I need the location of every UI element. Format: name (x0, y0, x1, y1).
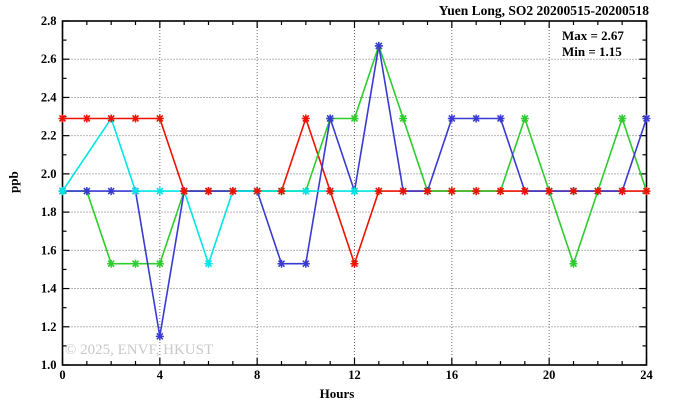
series-marker-20200515 (180, 187, 189, 196)
series-marker-20200517 (277, 259, 286, 268)
x-tick-label: 8 (254, 368, 260, 382)
x-tick-label: 20 (543, 368, 556, 382)
series-marker-20200515 (204, 187, 213, 196)
series-marker-20200515 (496, 187, 505, 196)
series-marker-20200515 (423, 187, 432, 196)
x-tick-label: 4 (157, 368, 164, 382)
y-tick-label: 2.6 (41, 52, 57, 66)
series-marker-20200517 (155, 332, 164, 341)
x-tick-label: 0 (59, 368, 65, 382)
series-marker-20200515 (58, 114, 67, 123)
series-marker-20200516 (155, 259, 164, 268)
x-axis-title: Hours (319, 386, 355, 401)
y-tick-label: 2.8 (41, 14, 57, 28)
x-tick-label: 24 (640, 368, 653, 382)
y-axis-title: ppb (6, 171, 21, 193)
stats-annotation: Max = 2.67 Min = 1.15 (562, 28, 624, 59)
x-tick-label: 12 (348, 368, 361, 382)
series-marker-20200515 (399, 187, 408, 196)
series-marker-20200515 (472, 187, 481, 196)
series-marker-20200515 (131, 114, 140, 123)
series-marker-20200516 (618, 114, 627, 123)
y-tick-label: 1.6 (41, 243, 57, 257)
series-marker-20200517 (107, 187, 116, 196)
series-marker-20200515 (374, 187, 383, 196)
series-marker-20200515 (107, 114, 116, 123)
series-marker-20200517 (447, 114, 456, 123)
series-marker-20200516 (520, 114, 529, 123)
max-value-label: Max = 2.67 (562, 28, 624, 43)
series-marker-20200515 (228, 187, 237, 196)
y-tick-label: 2.0 (41, 167, 57, 181)
series-marker-20200517 (642, 114, 651, 123)
series-marker-20200518 (204, 259, 213, 268)
y-tick-label: 2.2 (41, 129, 57, 143)
series-marker-20200515 (545, 187, 554, 196)
series-marker-20200515 (593, 187, 602, 196)
y-tick-label: 1.4 (41, 282, 57, 296)
series-marker-20200518 (155, 187, 164, 196)
chart-title: Yuen Long, SO2 20200515-20200518 (438, 3, 649, 18)
series-marker-20200517 (326, 114, 335, 123)
series-marker-20200517 (496, 114, 505, 123)
y-tick-label: 1.8 (41, 205, 57, 219)
series-marker-20200516 (350, 114, 359, 123)
series-marker-20200518 (350, 187, 359, 196)
series-marker-20200515 (155, 114, 164, 123)
series-marker-20200515 (301, 114, 310, 123)
x-tick-label: 16 (446, 368, 459, 382)
series-marker-20200515 (618, 187, 627, 196)
series-marker-20200516 (569, 259, 578, 268)
series-marker-20200518 (131, 187, 140, 196)
y-tick-label: 1.2 (41, 320, 57, 334)
series-marker-20200518 (301, 187, 310, 196)
series-marker-20200517 (82, 187, 91, 196)
series-marker-20200515 (326, 187, 335, 196)
series-marker-20200516 (131, 259, 140, 268)
series-marker-20200515 (350, 259, 359, 268)
series-marker-20200517 (301, 259, 310, 268)
series-marker-20200515 (82, 114, 91, 123)
series-marker-20200517 (472, 114, 481, 123)
series-marker-20200515 (277, 187, 286, 196)
series-marker-20200518 (58, 187, 67, 196)
min-value-label: Min = 1.15 (562, 43, 622, 59)
series-marker-20200515 (253, 187, 262, 196)
y-tick-label: 2.4 (41, 90, 57, 104)
series-marker-20200517 (374, 41, 383, 50)
watermark: © 2025, ENVF, HKUST (65, 342, 214, 358)
series-marker-20200516 (399, 114, 408, 123)
y-tick-label: 1.0 (41, 358, 57, 372)
series-marker-20200516 (107, 259, 116, 268)
series-marker-20200515 (642, 187, 651, 196)
series-marker-20200515 (447, 187, 456, 196)
series-marker-20200515 (520, 187, 529, 196)
series-marker-20200515 (569, 187, 578, 196)
